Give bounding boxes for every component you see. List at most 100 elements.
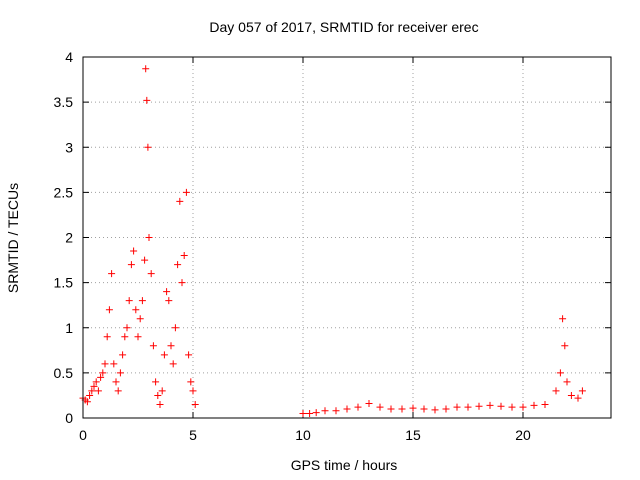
x-tick-label: 0	[79, 427, 87, 443]
data-point	[559, 315, 567, 323]
data-point	[110, 360, 118, 368]
data-point	[185, 351, 193, 359]
data-point	[343, 405, 351, 413]
data-point	[105, 306, 113, 314]
data-point	[83, 398, 91, 406]
data-point	[176, 197, 184, 205]
data-point	[154, 391, 162, 399]
data-point	[442, 405, 450, 413]
data-point	[563, 378, 571, 386]
data-point	[464, 403, 472, 411]
data-point	[136, 315, 144, 323]
data-point	[475, 402, 483, 410]
data-point	[86, 391, 94, 399]
data-point	[127, 261, 135, 269]
y-tick-label: 2	[65, 230, 73, 246]
x-tick-label: 15	[405, 427, 421, 443]
data-point	[144, 143, 152, 151]
data-point	[114, 387, 122, 395]
y-tick-label: 1	[65, 320, 73, 336]
data-point	[97, 373, 105, 381]
data-point	[578, 387, 586, 395]
data-point	[90, 382, 98, 390]
data-point	[160, 351, 168, 359]
plot-frame	[82, 56, 612, 419]
data-point	[508, 403, 516, 411]
data-point	[189, 387, 197, 395]
data-point	[354, 403, 362, 411]
x-axis-title: GPS time / hours	[291, 457, 398, 473]
data-point	[409, 404, 417, 412]
data-point	[88, 387, 96, 395]
data-point	[149, 342, 157, 350]
data-point	[420, 405, 428, 413]
data-point	[156, 400, 164, 408]
data-point	[141, 256, 149, 264]
data-point	[101, 360, 109, 368]
y-tick-label: 0	[65, 410, 73, 426]
data-point	[312, 409, 320, 417]
data-point	[174, 261, 182, 269]
y-axis-title: SRMTID / TECUs	[5, 183, 21, 293]
data-point	[530, 401, 538, 409]
data-point	[152, 378, 160, 386]
y-tick-label: 2.5	[54, 184, 74, 200]
data-point	[143, 96, 151, 104]
y-tick-label: 4	[65, 49, 73, 65]
data-point	[147, 270, 155, 278]
x-tick-label: 5	[189, 427, 197, 443]
data-point	[431, 406, 439, 414]
grid	[83, 57, 611, 418]
data-point	[125, 297, 133, 305]
x-tick-label: 10	[295, 427, 311, 443]
data-point	[567, 391, 575, 399]
data-point	[306, 409, 314, 417]
data-point	[365, 400, 373, 408]
data-point	[398, 405, 406, 413]
data-point	[138, 297, 146, 305]
y-tick-label: 3.5	[54, 94, 74, 110]
data-point	[108, 270, 116, 278]
data-point	[132, 306, 140, 314]
data-point	[556, 369, 564, 377]
data-point	[332, 407, 340, 415]
x-axis-ticks: 0 5 10 15 20	[79, 57, 531, 443]
data-point	[121, 333, 129, 341]
data-point	[103, 333, 111, 341]
data-point	[561, 342, 569, 350]
data-point	[541, 400, 549, 408]
data-point	[142, 65, 150, 73]
data-point	[123, 324, 131, 332]
y-tick-label: 0.5	[54, 365, 74, 381]
data-point	[130, 247, 138, 255]
data-point	[145, 234, 153, 241]
data-point	[376, 403, 384, 411]
data-point	[94, 387, 102, 395]
data-point	[299, 409, 307, 417]
data-point	[165, 297, 173, 305]
data-point	[178, 279, 186, 287]
x-tick-label: 20	[515, 427, 531, 443]
data-point	[497, 402, 505, 410]
data-point	[486, 401, 494, 409]
data-point	[92, 378, 100, 386]
data-point	[134, 333, 142, 341]
data-point	[169, 360, 177, 368]
data-point	[387, 405, 395, 413]
data-point	[321, 407, 329, 415]
data-point	[112, 378, 120, 386]
data-point	[182, 188, 190, 196]
data-point	[171, 324, 179, 332]
data-point	[167, 342, 175, 350]
data-point	[552, 387, 560, 395]
data-point	[116, 369, 124, 377]
y-tick-label: 3	[65, 139, 73, 155]
data-point	[187, 378, 195, 386]
data-point	[453, 403, 461, 411]
data-points	[79, 65, 586, 417]
data-point	[158, 387, 166, 395]
data-point	[519, 403, 527, 411]
data-point	[191, 400, 199, 408]
